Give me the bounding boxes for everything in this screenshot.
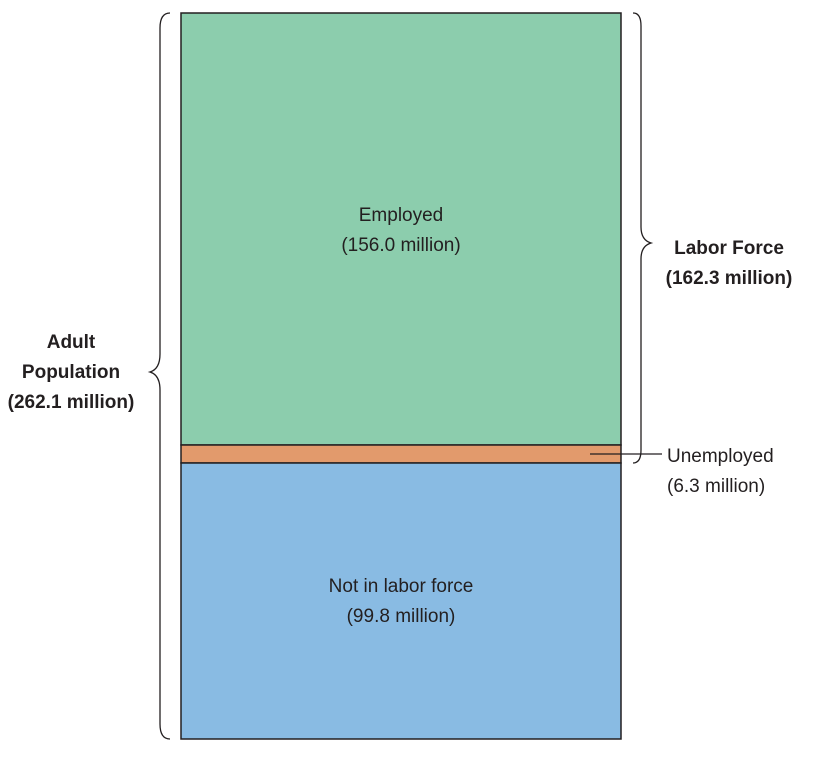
- not-in-labor-force-segment: [180, 462, 622, 740]
- adult-population-title-line1: Adult: [47, 332, 96, 353]
- employed-label: Employed: [359, 205, 444, 226]
- employed-value-label: (156.0 million): [341, 235, 460, 256]
- unemployed-label: Unemployed: [667, 446, 774, 467]
- unemployed-value-label: (6.3 million): [667, 476, 765, 497]
- adult-population-value-label: (262.1 million): [8, 392, 135, 413]
- adult-population-title-line2: Population: [22, 362, 120, 383]
- adult-population-brace: [147, 12, 171, 740]
- labor-force-title: Labor Force: [674, 238, 784, 259]
- employed-segment: [180, 12, 622, 446]
- labor-force-value-label: (162.3 million): [666, 268, 793, 289]
- not-in-labor-force-label: Not in labor force: [329, 576, 474, 597]
- labor-force-brace: [632, 12, 654, 464]
- not-in-labor-force-value-label: (99.8 million): [347, 606, 456, 627]
- unemployed-segment: [180, 444, 622, 464]
